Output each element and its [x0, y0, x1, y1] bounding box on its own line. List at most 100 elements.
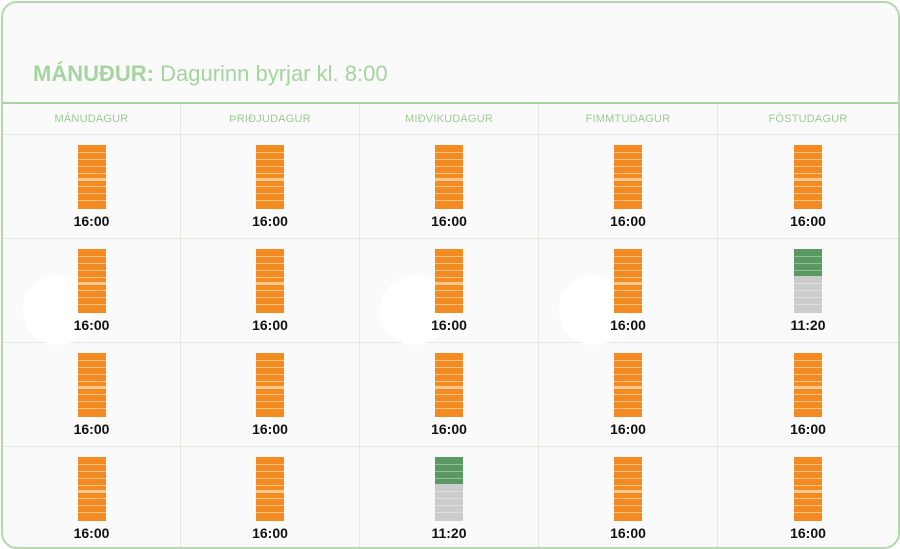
- end-time: 16:00: [610, 525, 646, 541]
- bar-break: [614, 386, 642, 389]
- bar-divider: [77, 270, 106, 271]
- full-day-bar: [614, 457, 642, 521]
- bar-divider: [77, 381, 106, 382]
- bar-divider: [77, 367, 106, 368]
- end-time: 16:00: [252, 525, 288, 541]
- bar-divider: [794, 394, 822, 395]
- bar-divider: [435, 360, 463, 361]
- end-time: 16:00: [610, 317, 646, 333]
- bar-divider: [435, 505, 463, 506]
- bar-divider: [256, 367, 284, 368]
- bar-divider: [614, 290, 642, 291]
- bar-divider: [614, 200, 642, 201]
- day-cell: 16:00: [360, 135, 539, 239]
- bar-segment: [77, 457, 106, 521]
- end-time: 11:20: [431, 525, 467, 541]
- bar-divider: [77, 166, 106, 167]
- bar-break: [435, 178, 463, 181]
- short-day-bar: [794, 249, 822, 313]
- bar-divider: [77, 297, 106, 298]
- bar-divider: [794, 464, 822, 465]
- bar-divider: [77, 464, 106, 465]
- full-day-bar: [794, 457, 822, 521]
- full-day-bar: [256, 145, 284, 209]
- bar-divider: [614, 498, 642, 499]
- column-header: FIMMTUDAGUR: [539, 104, 718, 135]
- bar-divider: [256, 394, 284, 395]
- full-day-bar: [256, 457, 284, 521]
- bar-divider: [77, 263, 106, 264]
- bar-divider: [794, 256, 822, 257]
- bar-divider: [794, 471, 822, 472]
- full-day-bar: [435, 145, 463, 209]
- day-cell: 16:00: [718, 447, 898, 547]
- bar-divider: [614, 478, 642, 479]
- bar-divider: [435, 159, 463, 160]
- bar-divider: [614, 374, 642, 375]
- end-time: 16:00: [73, 525, 110, 541]
- bar-divider: [794, 270, 822, 271]
- bar-break: [77, 386, 106, 389]
- bar-divider: [77, 200, 106, 201]
- full-day-bar: [435, 353, 463, 417]
- day-cell: 16:00: [360, 239, 539, 345]
- bar-divider: [77, 193, 106, 194]
- bar-divider: [614, 485, 642, 486]
- schedule-title: MÁNUÐUR: Dagurinn byrjar kl. 8:00: [33, 61, 388, 87]
- column-header: FÖSTUDAGUR: [718, 104, 898, 135]
- bar-empty-segment: [794, 276, 822, 313]
- bar-divider: [435, 277, 463, 278]
- bar-divider: [77, 478, 106, 479]
- bar-divider: [435, 173, 463, 174]
- bar-break: [435, 282, 463, 285]
- bar-divider: [256, 173, 284, 174]
- bar-divider: [256, 297, 284, 298]
- end-time: 16:00: [252, 421, 288, 437]
- full-day-bar: [77, 249, 106, 313]
- bar-divider: [77, 277, 106, 278]
- column-header: MIÐVIKUDAGUR: [360, 104, 539, 135]
- bar-break: [794, 386, 822, 389]
- bar-segment: [435, 145, 463, 209]
- bar-divider: [435, 512, 463, 513]
- bar-divider: [614, 464, 642, 465]
- end-time: 16:00: [252, 213, 288, 229]
- bar-divider: [794, 367, 822, 368]
- end-time: 16:00: [73, 213, 110, 229]
- bar-divider: [614, 186, 642, 187]
- bar-divider: [614, 360, 642, 361]
- day-cell: 16:00: [539, 239, 718, 345]
- bar-segment: [77, 353, 106, 417]
- bar-divider: [794, 263, 822, 264]
- bar-divider: [77, 498, 106, 499]
- bar-divider: [256, 152, 284, 153]
- day-cell: 16:00: [539, 135, 718, 239]
- day-cell: 16:00: [3, 135, 181, 239]
- day-cell: 16:00: [718, 343, 898, 447]
- bar-break: [256, 386, 284, 389]
- bar-segment: [794, 249, 822, 276]
- bar-segment: [256, 457, 284, 521]
- bar-divider: [794, 152, 822, 153]
- bar-divider: [794, 360, 822, 361]
- bar-divider: [256, 290, 284, 291]
- bar-divider: [614, 381, 642, 382]
- bar-empty-segment: [435, 484, 463, 521]
- bar-divider: [435, 297, 463, 298]
- bar-divider: [614, 263, 642, 264]
- bar-divider: [77, 471, 106, 472]
- bar-divider: [614, 159, 642, 160]
- bar-break: [77, 490, 106, 493]
- bar-divider: [256, 193, 284, 194]
- bar-divider: [435, 193, 463, 194]
- bar-divider: [256, 505, 284, 506]
- bar-divider: [256, 498, 284, 499]
- end-time: 16:00: [610, 421, 646, 437]
- end-time: 16:00: [431, 213, 467, 229]
- bar-break: [794, 178, 822, 181]
- bar-divider: [614, 297, 642, 298]
- bar-divider: [794, 290, 822, 291]
- bar-divider: [794, 297, 822, 298]
- day-cell: 16:00: [181, 447, 360, 547]
